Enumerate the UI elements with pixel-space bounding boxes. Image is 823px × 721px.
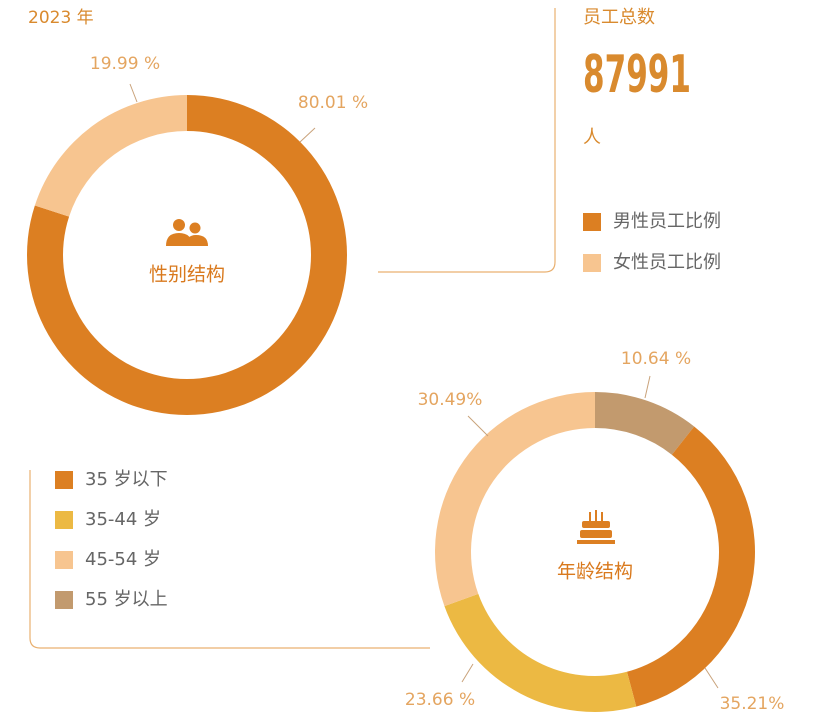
legend-swatch [583,213,601,231]
people-icon [166,219,208,246]
legend-swatch [55,471,73,489]
donut-segment [595,392,695,455]
leader-line [299,127,316,143]
value-label: 23.66 % [405,690,475,710]
legend-swatch [55,551,73,569]
value-label: 35.21% [720,694,785,714]
chart-title: 性别结构 [149,264,225,286]
legend-label: 45-54 岁 [85,549,161,570]
total-label: 员工总数 [583,7,655,28]
value-label: 19.99 % [90,54,160,74]
frame-line [29,470,430,649]
legend-label: 35-44 岁 [85,509,161,530]
total-value: 87991 [583,45,691,105]
donut-segment [444,593,637,713]
legend-label: 55 岁以上 [85,589,168,610]
leader-line [467,415,489,437]
cake-icon [577,510,615,544]
legend-swatch [55,511,73,529]
chart-title: 年龄结构 [557,561,633,583]
leader-line [461,663,474,683]
year: 2023 年 [28,8,94,28]
total-unit: 人 [583,127,601,148]
legend-swatch [55,591,73,609]
legend-swatch [583,254,601,272]
leader-line [129,83,138,103]
legend-label: 35 岁以下 [85,469,168,490]
value-label: 10.64 % [621,349,691,369]
value-label: 80.01 % [298,93,368,113]
value-label: 30.49% [418,390,483,410]
frame-line [378,8,556,273]
donut-segment [34,95,187,217]
legend-label: 男性员工比例 [613,211,721,232]
donut-segment [435,392,595,607]
donut-segment [626,426,755,707]
leader-line [704,667,719,689]
legend-label: 女性员工比例 [613,252,721,273]
leader-line [644,375,651,399]
